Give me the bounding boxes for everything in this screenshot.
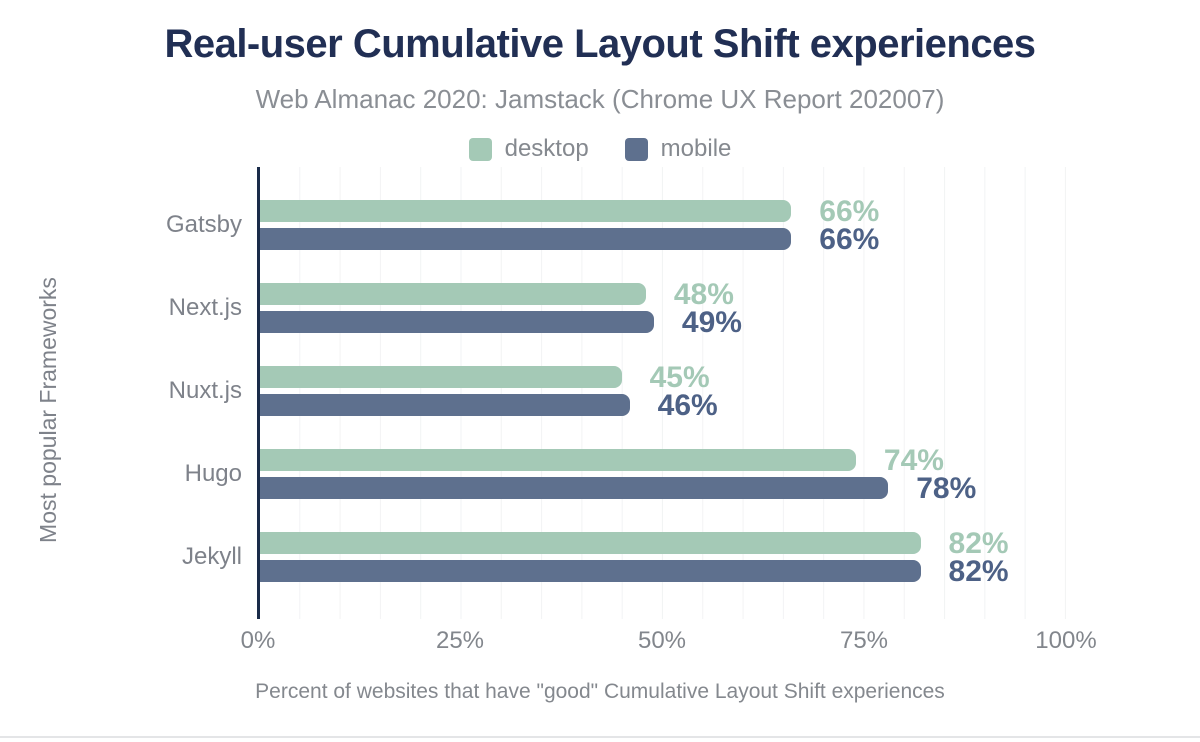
legend: desktop mobile	[0, 135, 1200, 163]
x-tick-label: 0%	[240, 627, 276, 654]
bar-desktop-jekyll	[260, 532, 921, 554]
x-tick-label: 75%	[839, 627, 889, 654]
desktop-legend-swatch	[468, 137, 492, 161]
x-tick-label: 100%	[1035, 627, 1097, 654]
bar-desktop-gatsby	[260, 200, 792, 222]
bar-value-desktop: 66%	[819, 195, 880, 228]
bar-value-desktop: 48%	[673, 278, 734, 311]
legend-item-desktop: desktop	[468, 135, 589, 163]
bar-mobile-nextjs	[260, 311, 654, 333]
category-label-jekyll: Jekyll	[181, 543, 242, 570]
y-axis-title: Most popular Frameworks	[35, 277, 61, 543]
bar-value-mobile: 78%	[916, 472, 977, 505]
bar-desktop-nuxtjs	[260, 366, 622, 388]
chart-subtitle: Web Almanac 2020: Jamstack (Chrome UX Re…	[255, 84, 945, 114]
mobile-legend-swatch	[624, 137, 648, 161]
category-label-hugo: Hugo	[184, 460, 242, 487]
bar-mobile-jekyll	[260, 560, 921, 582]
bar-mobile-gatsby	[260, 228, 792, 250]
bar-value-mobile: 66%	[819, 223, 880, 256]
bar-mobile-hugo	[260, 477, 889, 499]
x-tick-label: 25%	[435, 627, 485, 654]
bar-desktop-hugo	[260, 449, 856, 471]
bar-desktop-nextjs	[260, 283, 646, 305]
legend-item-mobile: mobile	[624, 135, 732, 163]
bottom-divider	[0, 736, 1200, 738]
category-label-nextjs: Next.js	[168, 294, 242, 321]
bar-value-mobile: 46%	[657, 389, 718, 422]
bar-value-mobile: 49%	[681, 306, 742, 339]
chart-title: Real-user Cumulative Layout Shift experi…	[164, 22, 1036, 66]
category-label-nuxtjs: Nuxt.js	[168, 377, 242, 404]
bar-mobile-nuxtjs	[260, 394, 630, 416]
bar-value-mobile: 82%	[948, 555, 1009, 588]
category-label-gatsby: Gatsby	[165, 211, 242, 238]
bar-value-desktop: 74%	[883, 444, 944, 477]
x-tick-label: 50%	[637, 627, 687, 654]
legend-label: mobile	[660, 135, 732, 162]
legend-label: desktop	[504, 135, 589, 162]
bar-value-desktop: 82%	[948, 527, 1009, 560]
bar-value-desktop: 45%	[649, 361, 710, 394]
x-axis-title: Percent of websites that have "good" Cum…	[255, 680, 945, 703]
